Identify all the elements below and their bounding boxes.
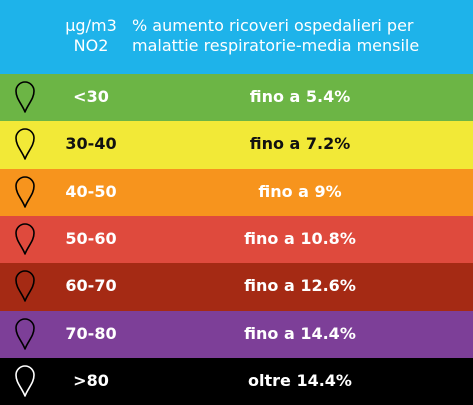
- concentration-range: 40-50: [65, 181, 117, 201]
- admission-increase: fino a 10.8%: [244, 228, 356, 248]
- unit-header: µg/m3 NO2: [65, 16, 117, 55]
- concentration-range: 30-40: [65, 134, 117, 154]
- concentration-range: 60-70: [65, 276, 117, 296]
- legend-row: 30-40 fino a 7.2%: [0, 121, 473, 170]
- legend-row: >80 oltre 14.4%: [0, 357, 473, 405]
- legend-row: 40-50 fino a 9%: [0, 168, 473, 217]
- description-header: % aumento ricoveri ospedalieri per malat…: [132, 16, 420, 55]
- legend-header: µg/m3 NO2 % aumento ricoveri ospedalieri…: [0, 0, 473, 74]
- map-pin-icon: [15, 81, 35, 113]
- map-pin-icon: [15, 365, 35, 397]
- concentration-range: 70-80: [65, 323, 117, 343]
- legend-row: 70-80 fino a 14.4%: [0, 310, 473, 359]
- map-pin-icon: [15, 128, 35, 161]
- admission-increase: oltre 14.4%: [248, 370, 352, 390]
- concentration-range: 50-60: [65, 228, 117, 248]
- admission-increase: fino a 7.2%: [249, 134, 351, 154]
- admission-increase: fino a 5.4%: [249, 87, 351, 106]
- concentration-range: <30: [73, 87, 109, 106]
- map-pin-icon: [15, 270, 35, 302]
- legend-row: 50-60 fino a 10.8%: [0, 215, 473, 264]
- legend-row: <30 fino a 5.4%: [0, 74, 473, 122]
- map-pin-icon: [15, 175, 35, 208]
- admission-increase: fino a 12.6%: [244, 276, 356, 296]
- admission-increase: fino a 14.4%: [244, 323, 356, 343]
- concentration-range: >80: [73, 370, 109, 390]
- map-pin-icon: [15, 317, 35, 350]
- admission-increase: fino a 9%: [258, 181, 342, 201]
- legend-row: 60-70 fino a 12.6%: [0, 263, 473, 311]
- map-pin-icon: [15, 223, 35, 255]
